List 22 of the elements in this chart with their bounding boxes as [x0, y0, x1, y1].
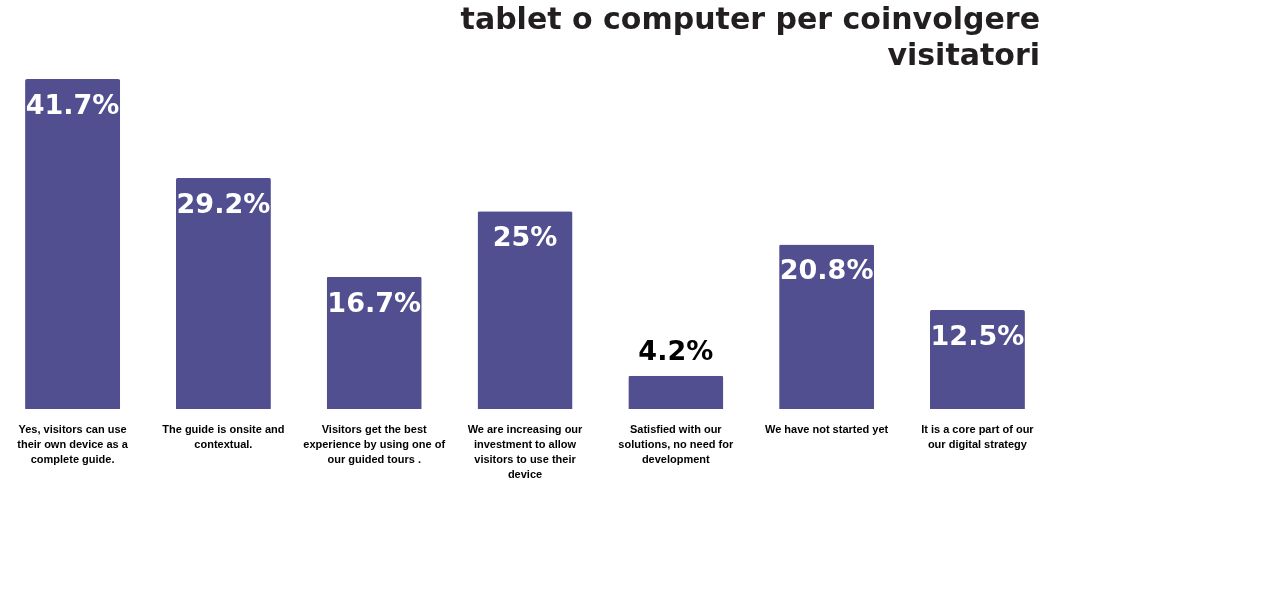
x-tick-label: We have not started yet [764, 422, 889, 435]
x-tick-label: We are increasing our investment to allow visitors to use their device [467, 422, 584, 480]
data-label: 25% [492, 221, 558, 253]
x-tick-label: Satisfied with our solutions, no need for development [618, 422, 734, 465]
data-label: 41.7% [25, 89, 120, 120]
x-tick-label: The guide is onsite and contextual. [162, 422, 285, 450]
bar [326, 276, 422, 409]
data-label: 12.5% [930, 320, 1025, 352]
bar [628, 375, 724, 409]
data-label: 29.2% [176, 187, 271, 219]
bar [477, 211, 573, 409]
bar [175, 177, 271, 409]
bar [929, 310, 1025, 409]
x-tick-label: It is a core part of our our digital strategy [921, 422, 1035, 450]
x-tick-label: Yes, visitors can use their own device as a complete guide. [17, 422, 129, 465]
bar [779, 244, 875, 409]
bar [25, 79, 121, 409]
data-label: 20.8% [779, 254, 874, 286]
data-label: 4.2% [638, 334, 714, 366]
data-label: 16.7% [327, 286, 422, 318]
chart-title: tablet o computer per coinvolgere visitatori [460, 1, 1040, 72]
x-tick-label: Visitors get the best experience by using one of our guided tours . [303, 422, 446, 465]
